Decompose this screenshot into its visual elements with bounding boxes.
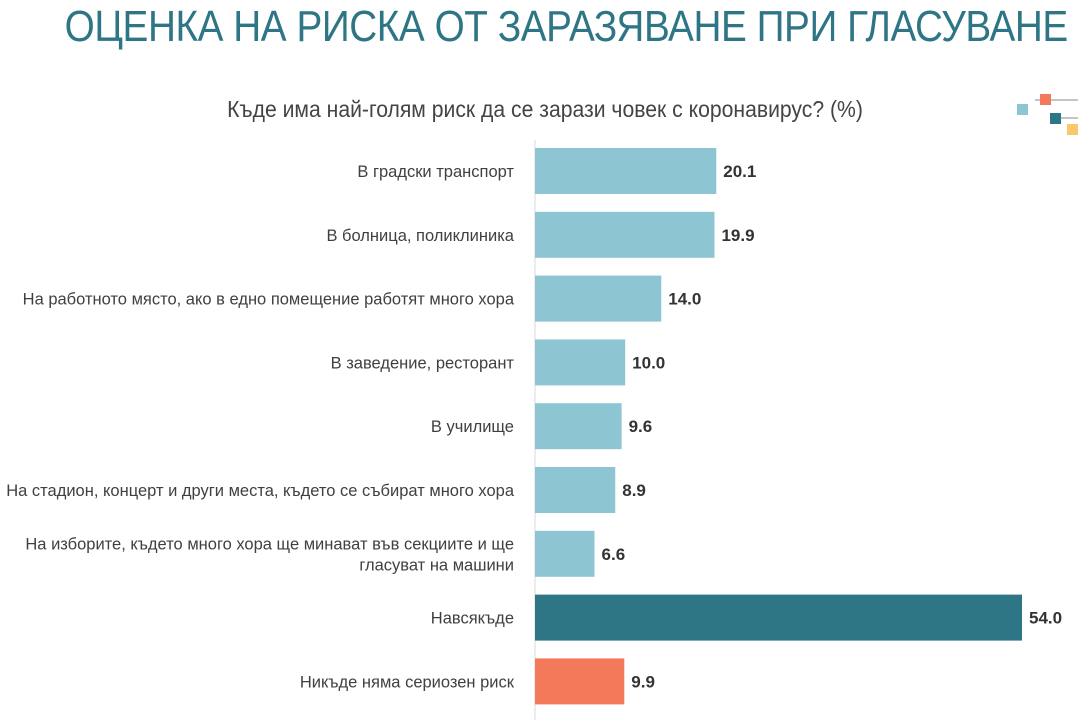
category-label-8: Навсякъде (431, 610, 514, 628)
category-label-line: На изборите, където много хора ще минава… (25, 535, 514, 553)
data-label-3: 14.0 (668, 290, 701, 309)
category-label-4: В заведение, ресторант (331, 354, 515, 372)
data-label-1: 20.1 (723, 162, 756, 181)
bar-6 (535, 467, 616, 513)
data-label-6: 8.9 (622, 481, 646, 500)
logo-decoration (1017, 94, 1078, 135)
category-label-7: На изборите, където много хора ще минава… (25, 535, 514, 574)
category-label-1: В градски транспорт (357, 163, 514, 181)
chart-title: Къде има най-голям риск да се зарази чов… (227, 96, 863, 122)
category-label-5: В училище (431, 418, 514, 436)
deco-square-lightblue (1017, 104, 1028, 115)
category-label-line: На стадион, концерт и други места, къдет… (6, 482, 515, 500)
data-label-4: 10.0 (632, 353, 665, 372)
data-label-7: 6.6 (602, 545, 626, 564)
bar-chart: 20.1 В градски транспорт 19.9 В болница, по… (6, 140, 1062, 720)
category-label-line: В училище (431, 418, 514, 436)
data-label-5: 9.6 (629, 417, 653, 436)
data-label-8: 54.0 (1029, 609, 1062, 628)
bar-7 (535, 530, 595, 577)
deco-square-yellow (1067, 124, 1078, 135)
category-label-3: На работното място, ако в едно помещение… (23, 291, 515, 309)
category-label-line: Навсякъде (431, 610, 514, 628)
category-label-line: В болница, поликлиника (326, 227, 514, 245)
bar-9 (535, 658, 625, 705)
bar-5 (535, 403, 622, 450)
deco-square-teal (1050, 113, 1061, 124)
bar-2 (535, 211, 715, 258)
category-label-2: В болница, поликлиника (326, 227, 514, 245)
data-label-9: 9.9 (631, 672, 655, 691)
category-label-9: Никъде няма сериозен риск (300, 673, 515, 691)
category-label-6: На стадион, концерт и други места, къдет… (6, 482, 515, 500)
bar-1 (535, 148, 717, 194)
category-label-line: Никъде няма сериозен риск (300, 673, 515, 691)
category-label-line: На работното място, ако в едно помещение… (23, 291, 515, 309)
category-label-line: В заведение, ресторант (331, 354, 515, 372)
bar-8 (535, 594, 1022, 641)
category-label-line: В градски транспорт (357, 163, 514, 181)
deco-square-orange (1040, 94, 1051, 105)
bar-4 (535, 339, 626, 386)
bar-3 (535, 275, 662, 322)
page-title: ОЦЕНКА НА РИСКА ОТ ЗАРАЗЯВАНЕ ПРИ ГЛАСУВ… (64, 2, 1069, 51)
category-label-line: гласуват на машини (359, 556, 514, 574)
data-label-2: 19.9 (721, 226, 754, 245)
